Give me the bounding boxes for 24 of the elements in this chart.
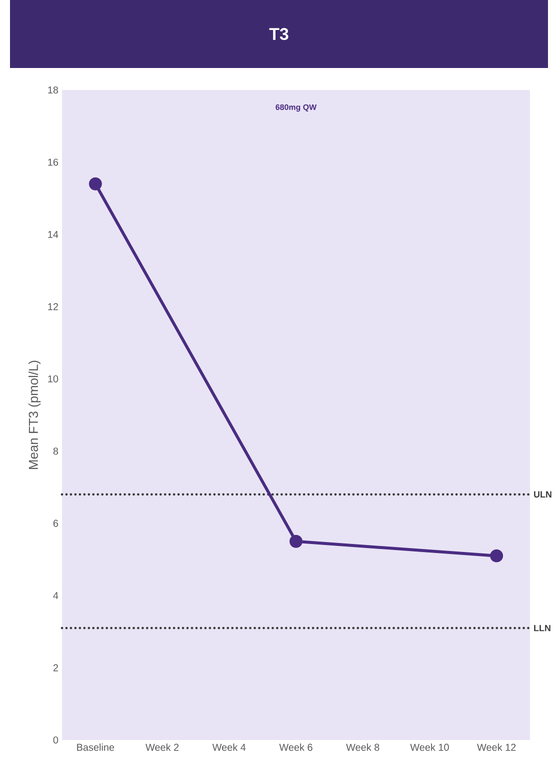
y-tick-label: 0: [53, 736, 58, 744]
y-tick-label: 16: [48, 158, 58, 166]
x-tick-label: Week 12: [477, 744, 516, 751]
y-tick-label: 8: [53, 448, 58, 455]
y-axis-title: Mean FT3 (pmol/L): [28, 360, 41, 469]
y-tick-label: 4: [53, 592, 58, 599]
x-tick-label: Baseline: [77, 744, 114, 751]
x-tick-label: Week 8: [346, 744, 380, 751]
x-tick-label: Week 6: [279, 744, 312, 751]
y-tick-label: 14: [48, 231, 58, 238]
chart-title: T3: [269, 28, 288, 40]
point: [290, 534, 302, 548]
x-tick-label: Week 4: [212, 744, 246, 751]
point: [490, 549, 504, 562]
y-tick-label: 10: [48, 375, 58, 382]
y-tick-label: 6: [53, 520, 58, 527]
ref-line-label: ULN: [534, 491, 552, 498]
x-tick-label: Week 2: [146, 744, 179, 751]
x-tick-label: Week 10: [410, 744, 449, 751]
ref-line-label: LLN: [534, 624, 550, 632]
y-tick-label: 18: [48, 86, 58, 94]
point: [88, 177, 102, 190]
y-tick-label: 2: [53, 664, 58, 672]
y-tick-label: 12: [48, 303, 58, 310]
